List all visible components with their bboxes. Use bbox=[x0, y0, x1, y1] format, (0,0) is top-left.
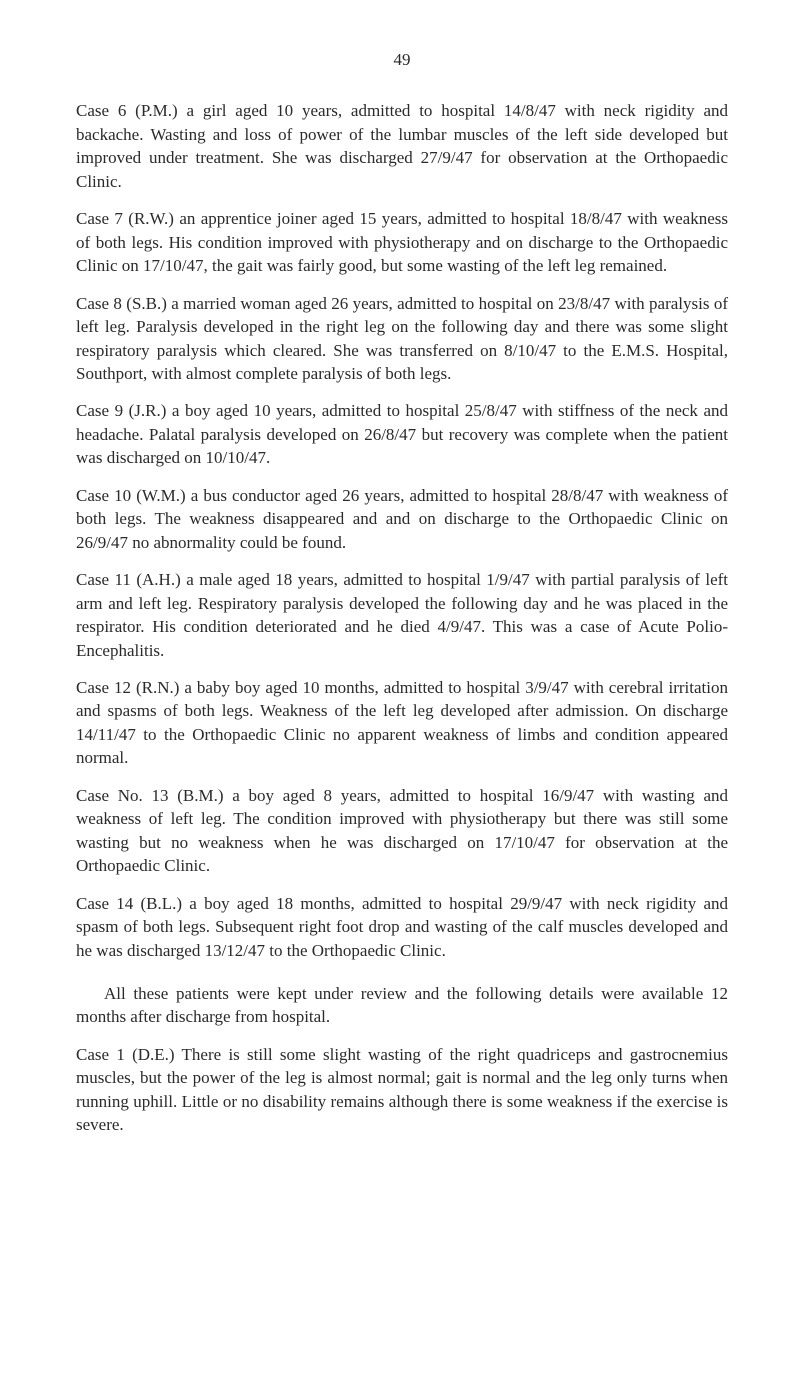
case-paragraph: Case 7 (R.W.) an apprentice joiner aged … bbox=[76, 207, 728, 277]
case-paragraph: Case 1 (D.E.) There is still some slight… bbox=[76, 1043, 728, 1137]
case-paragraph: Case No. 13 (B.M.) a boy aged 8 years, a… bbox=[76, 784, 728, 878]
case-paragraph: Case 6 (P.M.) a girl aged 10 years, admi… bbox=[76, 99, 728, 193]
case-paragraph: Case 12 (R.N.) a baby boy aged 10 months… bbox=[76, 676, 728, 770]
document-content: Case 6 (P.M.) a girl aged 10 years, admi… bbox=[76, 99, 728, 1136]
case-paragraph: Case 9 (J.R.) a boy aged 10 years, admit… bbox=[76, 399, 728, 469]
case-paragraph: Case 8 (S.B.) a married woman aged 26 ye… bbox=[76, 292, 728, 386]
case-paragraph: Case 14 (B.L.) a boy aged 18 months, adm… bbox=[76, 892, 728, 962]
case-paragraph: Case 11 (A.H.) a male aged 18 years, adm… bbox=[76, 568, 728, 662]
case-paragraph: Case 10 (W.M.) a bus conductor aged 26 y… bbox=[76, 484, 728, 554]
page-number: 49 bbox=[76, 48, 728, 71]
case-paragraph: All these patients were kept under revie… bbox=[76, 982, 728, 1029]
